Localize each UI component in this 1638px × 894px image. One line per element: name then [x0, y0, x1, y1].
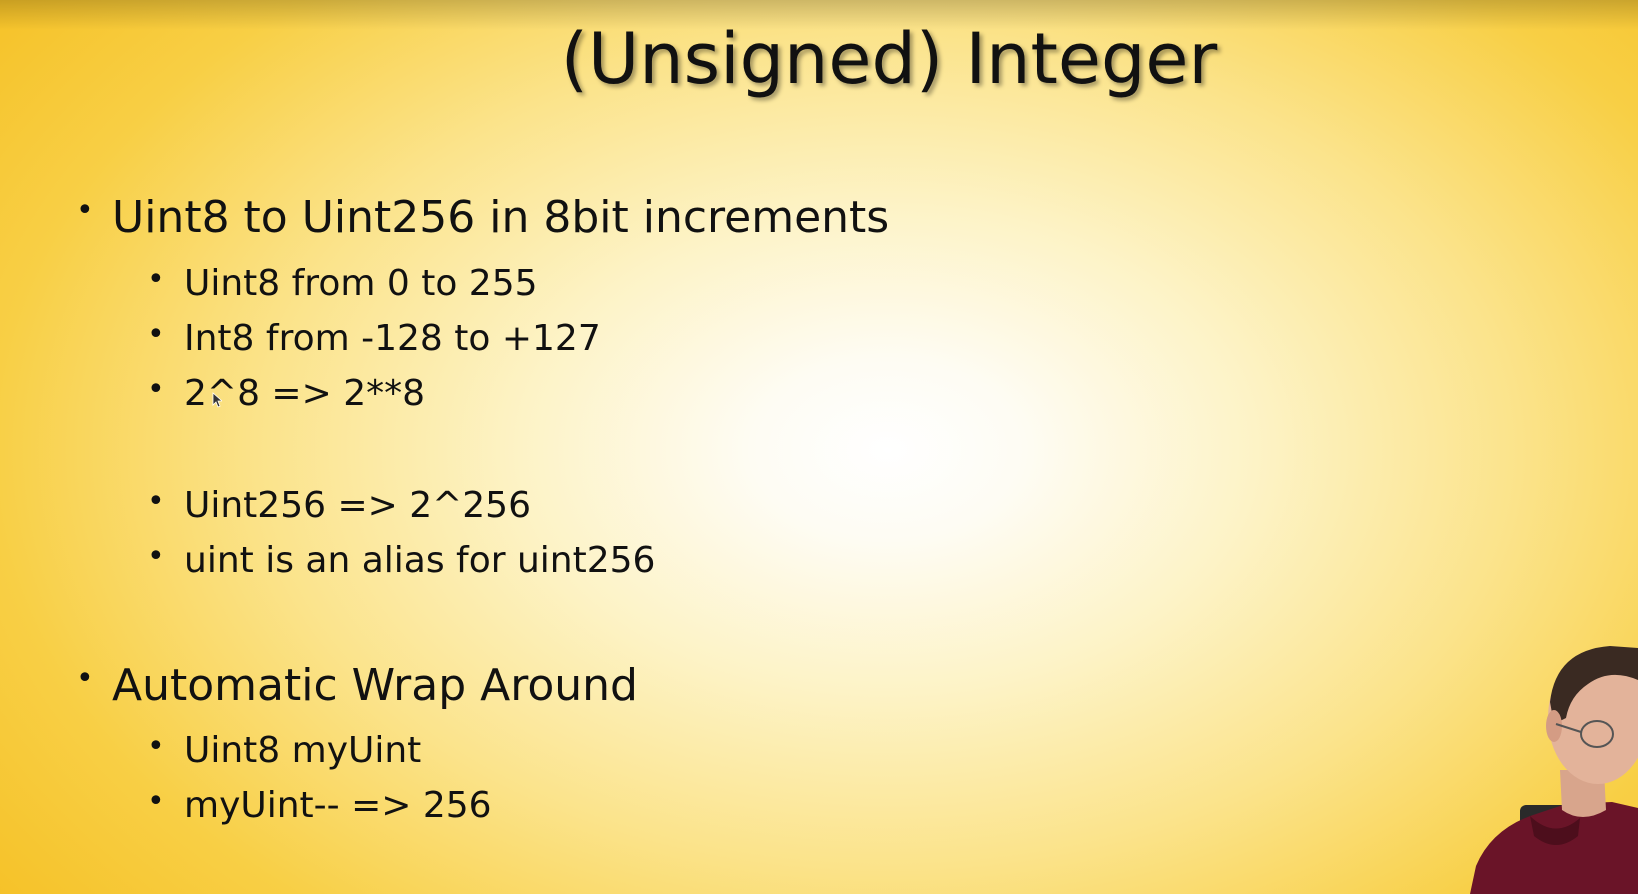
presenter-webcam-thumbnail [1470, 646, 1638, 894]
bullet-level2-uint-alias: • uint is an alias for uint256 [147, 540, 656, 581]
bullet-text: Int8 from -128 to +127 [184, 318, 601, 359]
bullet-dot: • [147, 262, 165, 297]
bullet-text: 2^8 => 2**8 [184, 373, 425, 414]
mouse-pointer-icon [212, 392, 222, 408]
bullet-level1-wrap-around: • Automatic Wrap Around [76, 660, 638, 711]
bullet-dot: • [76, 193, 94, 228]
bullet-level1-integer-sizes: • Uint8 to Uint256 in 8bit increments [76, 192, 890, 243]
bullet-level2-power-notation: • 2^8 => 2**8 [147, 373, 425, 414]
bullet-level2-uint8-range: • Uint8 from 0 to 255 [147, 263, 538, 304]
bullet-text: Uint8 to Uint256 in 8bit increments [112, 192, 890, 243]
bullet-level2-int8-range: • Int8 from -128 to +127 [147, 318, 601, 359]
bullet-text: myUint-- => 256 [184, 785, 492, 826]
bullet-level2-declaration: • Uint8 myUint [147, 730, 422, 771]
bullet-text: Automatic Wrap Around [112, 660, 638, 711]
bullet-text: Uint8 from 0 to 255 [184, 263, 538, 304]
bullet-dot: • [147, 729, 165, 764]
bullet-dot: • [147, 784, 165, 819]
bullet-dot: • [147, 317, 165, 352]
bullet-dot: • [147, 539, 165, 574]
bullet-text: Uint8 myUint [184, 730, 422, 771]
bullet-dot: • [147, 484, 165, 519]
bullet-level2-uint256: • Uint256 => 2^256 [147, 485, 531, 526]
bullet-text: uint is an alias for uint256 [184, 540, 656, 581]
bullet-level2-decrement: • myUint-- => 256 [147, 785, 492, 826]
bullet-dot: • [76, 661, 94, 696]
bullet-text: Uint256 => 2^256 [184, 485, 531, 526]
top-shade [0, 0, 1638, 30]
slide-title: (Unsigned) Integer [560, 18, 1218, 100]
bullet-dot: • [147, 372, 165, 407]
